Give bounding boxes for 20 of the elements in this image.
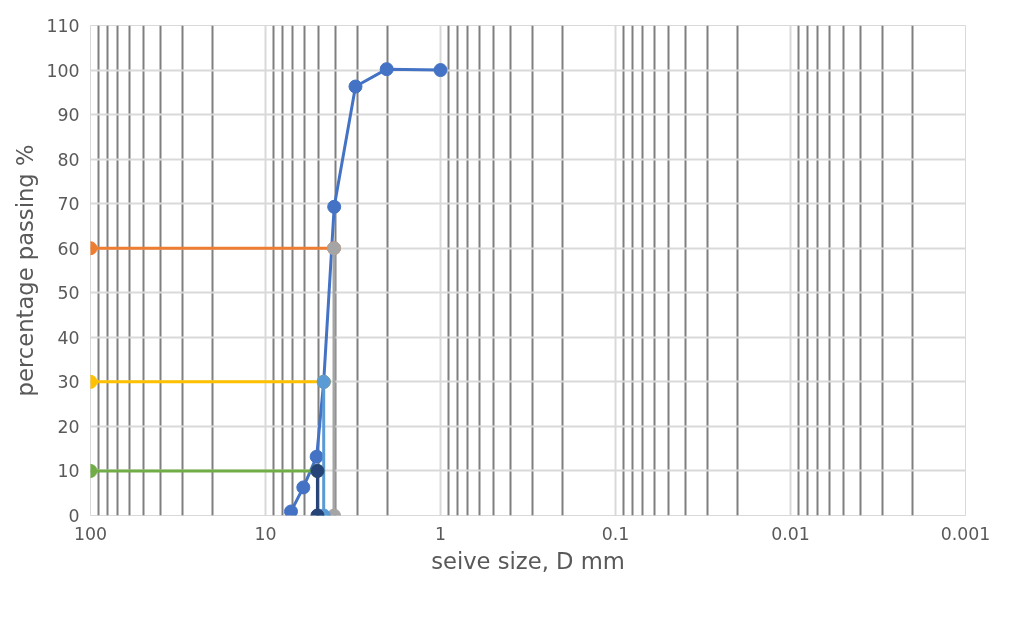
y-tick-label: 40 [57, 327, 80, 348]
y-axis-title: percentage passing % [12, 144, 39, 397]
x-tick-label: 0.01 [771, 523, 810, 544]
y-tick-label: 70 [57, 194, 80, 215]
y-tick-label: 60 [57, 238, 80, 259]
x-tick-label: 1 [434, 523, 447, 544]
y-tick-label: 30 [57, 372, 80, 393]
x-axis-title: seive size, D mm [431, 547, 625, 574]
y-tick-label: 90 [57, 105, 80, 126]
y-tick-label: 80 [57, 149, 80, 170]
y-tick-label: 10 [57, 461, 80, 482]
y-tick-label: 110 [46, 16, 80, 36]
y-tick-label: 50 [57, 283, 80, 304]
x-tick-label: 0.001 [940, 523, 991, 544]
y-tick-label: 100 [46, 60, 80, 81]
y-tick-label: 0 [68, 506, 80, 526]
x-tick-label: 10 [254, 523, 277, 544]
x-tick-label: 0.1 [601, 523, 630, 544]
y-tick-label: 20 [57, 416, 80, 437]
x-tick-label: 100 [73, 523, 108, 544]
